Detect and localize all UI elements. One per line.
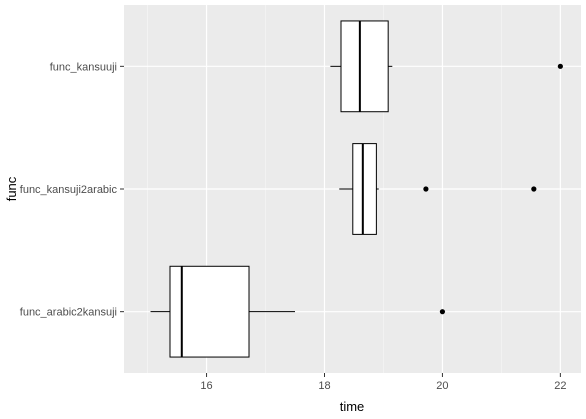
x-axis-title: time: [340, 399, 365, 414]
outlier-point: [423, 186, 429, 192]
outlier-point: [531, 186, 537, 192]
y-axis-ticks: func_kansuuji func_kansuji2arabic func_ara…: [20, 61, 124, 319]
y-axis-title: func: [4, 176, 19, 201]
outlier-point: [439, 309, 446, 315]
x-axis-ticks: 16 18 20 22: [200, 373, 566, 392]
x-tick-label: 16: [200, 380, 212, 392]
x-tick-label: 22: [554, 380, 566, 392]
outlier-point: [557, 63, 563, 69]
box-func_arabic2kansuji: [150, 265, 446, 358]
y-tick-label: func_arabic2kansuji: [20, 307, 117, 319]
box-iqr: [169, 265, 250, 358]
x-tick-label: 18: [318, 380, 330, 392]
box-iqr: [352, 143, 377, 235]
box-iqr: [340, 20, 389, 113]
x-tick-label: 20: [436, 380, 448, 392]
box-func_kansuuji: [330, 20, 563, 113]
y-tick-label: func_kansuji2arabic: [20, 184, 118, 196]
y-tick-label: func_kansuuji: [50, 61, 117, 73]
box-func_kansuji2arabic: [339, 143, 537, 235]
boxes-layer: [150, 20, 563, 358]
